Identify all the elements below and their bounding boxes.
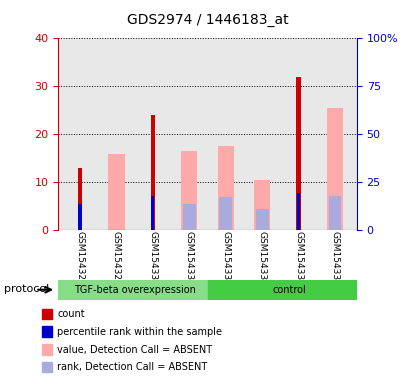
Text: GSM154333: GSM154333 [258, 232, 267, 286]
Bar [108, 154, 124, 230]
Text: count: count [57, 310, 85, 319]
Bar [256, 209, 269, 230]
Text: GSM154330: GSM154330 [148, 232, 157, 286]
Text: GDS2974 / 1446183_at: GDS2974 / 1446183_at [127, 13, 288, 27]
Text: GSM154332: GSM154332 [221, 232, 230, 286]
Bar [254, 180, 270, 230]
Bar [217, 146, 234, 230]
Bar [297, 193, 300, 230]
Bar [78, 204, 82, 230]
Bar [208, 280, 357, 300]
Bar [151, 196, 154, 230]
Text: TGF-beta overexpression: TGF-beta overexpression [74, 285, 195, 295]
Bar [181, 151, 198, 230]
Bar [329, 196, 342, 230]
Bar [58, 280, 208, 300]
Bar [183, 204, 195, 230]
Bar [151, 115, 155, 230]
Text: GSM154331: GSM154331 [185, 232, 194, 286]
Text: GSM154329: GSM154329 [112, 232, 121, 286]
Bar [220, 197, 232, 230]
Text: GSM154335: GSM154335 [330, 232, 339, 286]
Text: value, Detection Call = ABSENT: value, Detection Call = ABSENT [57, 345, 212, 355]
Text: control: control [273, 285, 306, 295]
Bar [296, 77, 301, 230]
Text: GSM154334: GSM154334 [294, 232, 303, 286]
Text: protocol: protocol [4, 284, 49, 294]
Bar [327, 108, 343, 230]
Bar [78, 168, 82, 230]
Text: percentile rank within the sample: percentile rank within the sample [57, 327, 222, 337]
Text: rank, Detection Call = ABSENT: rank, Detection Call = ABSENT [57, 362, 208, 372]
Text: GSM154328: GSM154328 [76, 232, 85, 286]
